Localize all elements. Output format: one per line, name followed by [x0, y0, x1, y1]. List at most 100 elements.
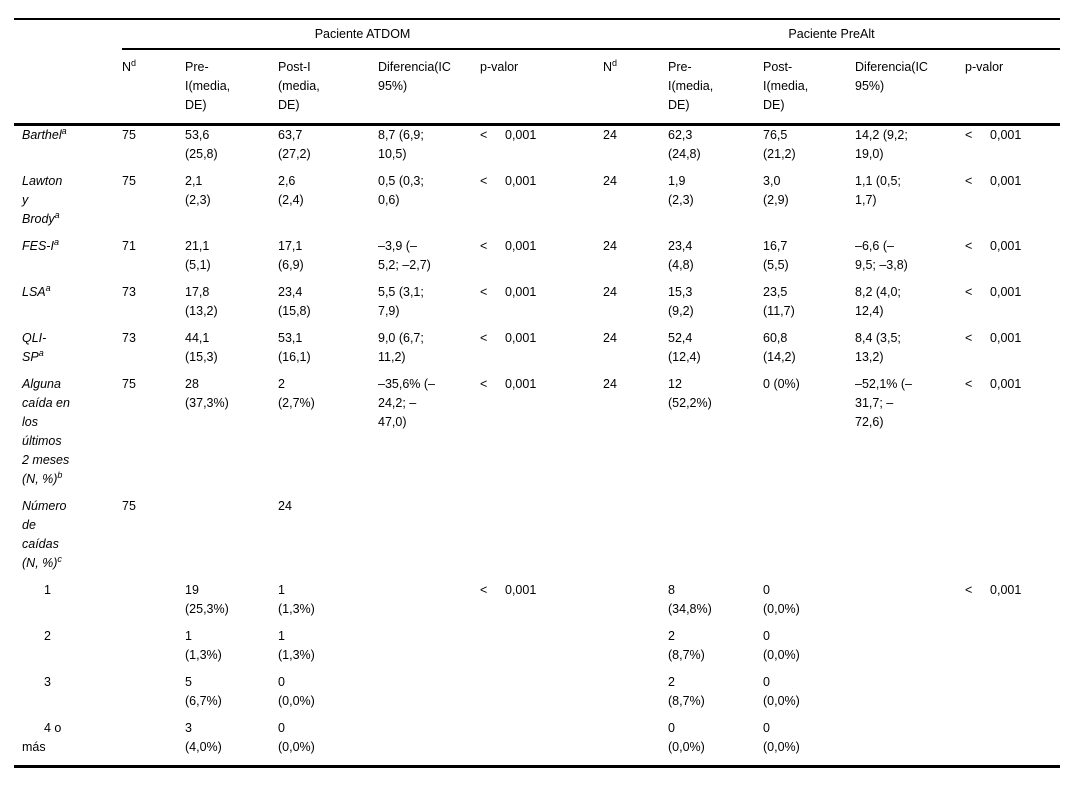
table-body: Barthela 75 53,6 (25,8) 63,7 (27,2) 8,7 …: [14, 125, 1060, 767]
cell-pre-atdom: 28 (37,3%): [185, 377, 229, 410]
cell-post-prealt: [763, 497, 855, 581]
row-label-text: 1: [44, 583, 51, 597]
cell-pre-atdom: 44,1 (15,3): [185, 331, 218, 364]
p-value: 0,001: [505, 331, 537, 345]
group-header-spacer: [14, 19, 122, 49]
p-value: 0,001: [990, 331, 1022, 345]
cell-pre-atdom: 19 (25,3%): [185, 583, 229, 616]
cell-p-atdom: [480, 627, 603, 673]
cell-post-atdom: 0 (0,0%): [278, 675, 315, 708]
cell-n-atdom: 75: [122, 128, 136, 142]
p-less-than-sign: <: [480, 285, 488, 299]
cell-post-prealt: 0 (0%): [763, 377, 800, 391]
col-header-label-spacer: [14, 49, 122, 126]
row-label-sup: a: [53, 236, 59, 247]
cell-n-atdom: [122, 581, 185, 627]
cell-dif-atdom: [378, 497, 480, 581]
cell-post-prealt: 23,5 (11,7): [763, 285, 795, 318]
row-label-text: LSA: [22, 285, 46, 299]
cell-p-atdom: <0,001: [480, 581, 603, 627]
cell-pre-atdom: 1 (1,3%): [185, 629, 222, 662]
row-label: Lawton y Brodya: [14, 172, 122, 237]
cell-pre-prealt: 12 (52,2%): [668, 377, 712, 410]
p-less-than-sign: <: [965, 174, 973, 188]
cell-pre-prealt: 52,4 (12,4): [668, 331, 701, 364]
cell-n-prealt: 24: [603, 285, 617, 299]
cell-p-prealt: [965, 497, 1060, 581]
cell-p-atdom: <0,001: [480, 329, 603, 375]
row-label: 1: [14, 581, 122, 627]
cell-n-prealt: 24: [603, 174, 617, 188]
table-row: QLI- SPa 73 44,1 (15,3) 53,1 (16,1) 9,0 …: [14, 329, 1060, 375]
p-less-than-sign: <: [965, 285, 973, 299]
cell-dif-prealt: 8,2 (4,0; 12,4): [855, 285, 901, 318]
cell-p-prealt: <0,001: [965, 125, 1060, 173]
cell-n-atdom: [122, 627, 185, 673]
row-label: Alguna caída en los últimos 2 meses (N, …: [14, 375, 122, 497]
p-value: 0,001: [990, 239, 1022, 253]
cell-post-prealt: 0 (0,0%): [763, 583, 800, 616]
cell-dif-atdom: [378, 673, 480, 719]
row-label-sup: a: [61, 125, 67, 136]
cell-post-atdom: 24: [278, 499, 292, 513]
cell-post-atdom: 23,4 (15,8): [278, 285, 311, 318]
p-value: 0,001: [990, 285, 1022, 299]
col-header-p-prealt: p-valor: [965, 49, 1061, 126]
cell-dif-prealt: –52,1% (– 31,7; – 72,6): [855, 377, 912, 429]
cell-pre-atdom: 53,6 (25,8): [185, 128, 218, 161]
row-label-sup: b: [57, 469, 63, 480]
cell-p-prealt: <0,001: [965, 329, 1060, 375]
cell-post-atdom: 63,7 (27,2): [278, 128, 311, 161]
cell-n-prealt: 24: [603, 128, 617, 142]
cell-pre-atdom: 17,8 (13,2): [185, 285, 218, 318]
p-less-than-sign: <: [965, 331, 973, 345]
row-label-text: Alguna caída en los últimos 2 meses (N, …: [22, 377, 70, 486]
row-label-sup: a: [45, 282, 51, 293]
table-row: LSAa 73 17,8 (13,2) 23,4 (15,8) 5,5 (3,1…: [14, 283, 1060, 329]
col-header-n-sup: d: [612, 57, 618, 68]
cell-pre-prealt: 23,4 (4,8): [668, 239, 694, 272]
col-header-post-prealt: Post- I(media, DE): [763, 49, 856, 126]
cell-post-prealt: 60,8 (14,2): [763, 331, 796, 364]
p-value: 0,001: [990, 377, 1022, 391]
cell-pre-prealt: 8 (34,8%): [668, 583, 712, 616]
table-row: 2 1 (1,3%) 1 (1,3%) 2 (8,7%) 0 (0,0%): [14, 627, 1060, 673]
row-label-text: Barthel: [22, 128, 62, 142]
cell-pre-prealt: [668, 497, 763, 581]
cell-p-prealt: <0,001: [965, 283, 1060, 329]
cell-p-atdom: <0,001: [480, 283, 603, 329]
cell-dif-atdom: 9,0 (6,7; 11,2): [378, 331, 424, 364]
cell-post-atdom: 53,1 (16,1): [278, 331, 311, 364]
cell-dif-prealt: [855, 673, 965, 719]
p-value: 0,001: [990, 583, 1022, 597]
row-label-text: 4 o más: [22, 721, 62, 754]
cell-pre-prealt: 2 (8,7%): [668, 629, 705, 662]
cell-dif-prealt: 14,2 (9,2; 19,0): [855, 128, 908, 161]
cell-n-prealt: 24: [603, 331, 617, 345]
cell-pre-atdom: 2,1 (2,3): [185, 174, 211, 207]
col-header-post-atdom: Post-I (media, DE): [278, 49, 378, 126]
col-header-n-atdom: Nd: [122, 49, 185, 126]
row-label-text: Número de caídas (N, %): [22, 499, 67, 570]
cell-pre-prealt: 15,3 (9,2): [668, 285, 694, 318]
col-header-dif-atdom: Diferencia(IC 95%): [378, 49, 480, 126]
cell-dif-atdom: [378, 581, 480, 627]
p-value: 0,001: [505, 285, 537, 299]
cell-dif-atdom: –3,9 (– 5,2; –2,7): [378, 239, 431, 272]
col-header-n-text: N: [122, 60, 132, 74]
cell-dif-prealt: 8,4 (3,5; 13,2): [855, 331, 901, 364]
cell-n-atdom: [122, 719, 185, 767]
cell-p-atdom: [480, 673, 603, 719]
cell-post-atdom: 1 (1,3%): [278, 583, 315, 616]
row-label: 3: [14, 673, 122, 719]
cell-post-atdom: 2,6 (2,4): [278, 174, 304, 207]
cell-pre-prealt: 0 (0,0%): [668, 721, 705, 754]
table-row: 4 o más 3 (4,0%) 0 (0,0%) 0 (0,0%) 0 (0,…: [14, 719, 1060, 767]
row-label-sup: a: [38, 347, 44, 358]
cell-n-atdom: 71: [122, 239, 136, 253]
cell-n-atdom: 73: [122, 331, 136, 345]
cell-n-prealt: [603, 719, 668, 767]
row-label-sup: c: [57, 553, 62, 564]
cell-dif-atdom: –35,6% (– 24,2; – 47,0): [378, 377, 435, 429]
cell-post-prealt: 0 (0,0%): [763, 675, 800, 708]
